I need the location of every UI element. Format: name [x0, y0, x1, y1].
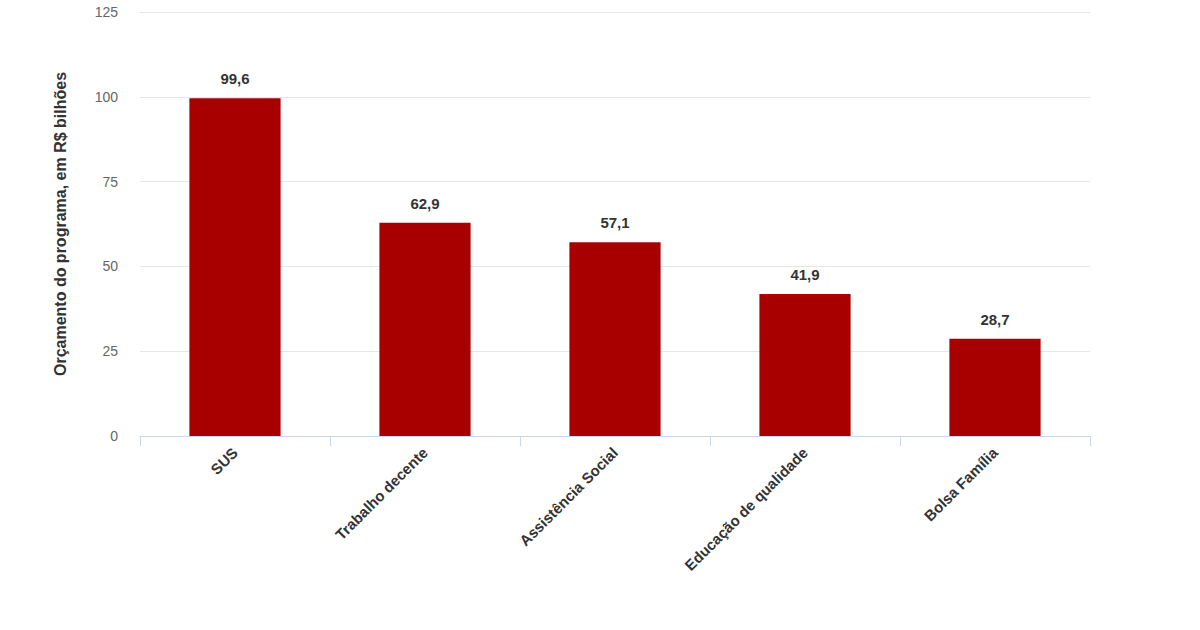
- svg-text:28,7: 28,7: [980, 311, 1009, 328]
- svg-text:Orçamento do programa, em R$ b: Orçamento do programa, em R$ bilhões: [52, 72, 69, 376]
- svg-text:75: 75: [102, 174, 118, 190]
- svg-text:0: 0: [110, 428, 118, 444]
- svg-text:99,6: 99,6: [220, 70, 249, 87]
- svg-text:50: 50: [102, 258, 118, 274]
- svg-text:62,9: 62,9: [410, 195, 439, 212]
- svg-text:Trabalho decente: Trabalho decente: [332, 444, 431, 543]
- svg-text:57,1: 57,1: [600, 214, 629, 231]
- svg-text:125: 125: [95, 4, 119, 20]
- svg-text:SUS: SUS: [207, 444, 241, 478]
- svg-text:25: 25: [102, 343, 118, 359]
- svg-text:Educação de qualidade: Educação de qualidade: [681, 444, 811, 574]
- svg-text:Assistência Social: Assistência Social: [516, 444, 621, 549]
- svg-text:100: 100: [95, 89, 119, 105]
- svg-text:41,9: 41,9: [790, 266, 819, 283]
- svg-text:Bolsa Família: Bolsa Família: [921, 444, 1002, 525]
